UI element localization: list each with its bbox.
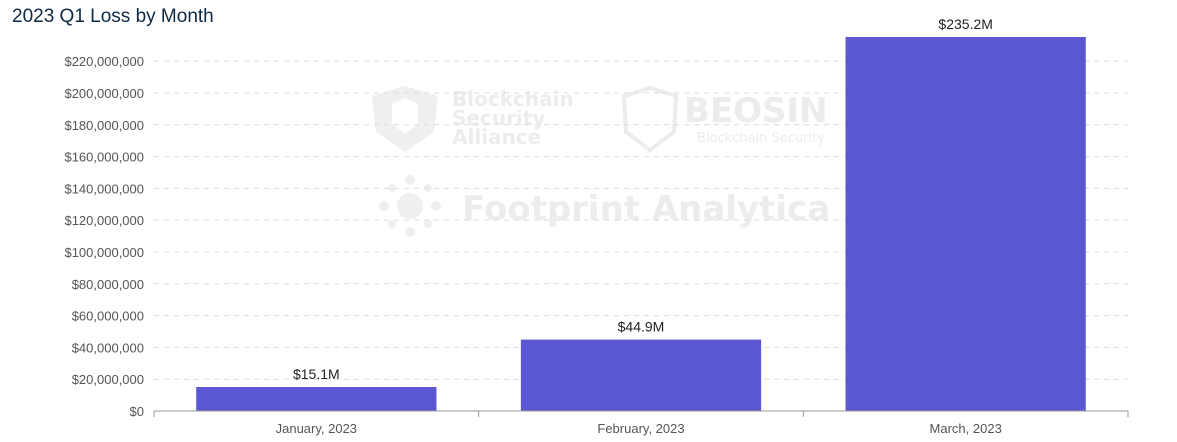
wm-bsa-line1: Blockchain: [452, 87, 574, 111]
chart-title: 2023 Q1 Loss by Month: [12, 6, 214, 27]
data-label: $44.9M: [618, 319, 665, 335]
wm-bsa-line3: Alliance: [452, 125, 541, 149]
x-axis: January, 2023 February, 2023 March, 2023: [153, 410, 1129, 436]
bar: [845, 37, 1086, 411]
y-tick-label: $220,000,000: [64, 54, 144, 69]
data-label: $235.2M: [938, 16, 992, 32]
y-tick-label: $160,000,000: [64, 150, 144, 165]
y-tick-label: $100,000,000: [64, 245, 144, 260]
x-tick-label: January, 2023: [276, 421, 357, 436]
y-tick-label: $40,000,000: [72, 340, 144, 355]
x-tick-label: March, 2023: [930, 421, 1002, 436]
bar: [196, 386, 437, 411]
watermark-logos: Blockchain Security Alliance BEOSIN Bloc…: [372, 85, 830, 237]
y-tick-label: $180,000,000: [64, 118, 144, 133]
wm-beosin-sub: Blockchain Security: [697, 131, 825, 146]
beosin-logo: BEOSIN Blockchain Security: [621, 85, 828, 153]
y-tick-label: $20,000,000: [72, 372, 144, 387]
y-axis-ticks: $0 $20,000,000 $40,000,000 $60,000,000 $80,0…: [64, 54, 144, 419]
data-label: $15.1M: [293, 366, 340, 382]
bars: $15.1M $44.9M $235.2M: [196, 16, 1086, 411]
wm-footprint: Footprint Analytica: [462, 189, 830, 229]
y-tick-label: $200,000,000: [64, 86, 144, 101]
y-tick-label: $60,000,000: [72, 309, 144, 324]
footprint-analytics-logo: Footprint Analytica: [379, 175, 830, 237]
wm-bsa-line2: Security: [452, 106, 545, 130]
blockchain-security-alliance-logo: Blockchain Security Alliance: [372, 86, 574, 152]
y-tick-label: $0: [130, 404, 144, 419]
y-tick-label: $80,000,000: [72, 277, 144, 292]
y-tick-label: $140,000,000: [64, 181, 144, 196]
x-tick-label: February, 2023: [597, 421, 684, 436]
bar: [520, 339, 762, 411]
y-tick-label: $120,000,000: [64, 213, 144, 228]
